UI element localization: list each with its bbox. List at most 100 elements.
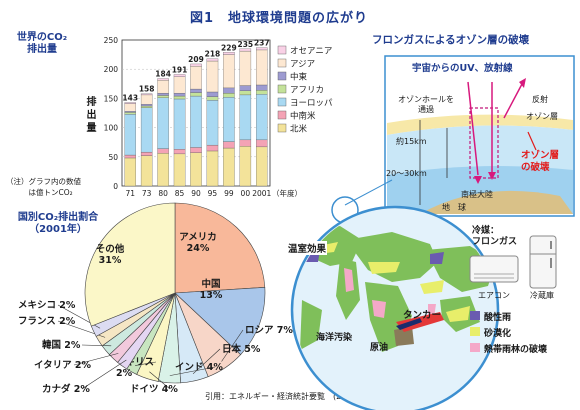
greenhouse-label: 温室効果 [287,241,328,255]
pie-slice [84,202,176,327]
bar-chart-note: （注）グラフ内の数値 は億トンCO₂ [6,177,81,197]
bar-segment [206,58,219,62]
connector-line [344,179,393,206]
y-tick-label: 200 [104,65,119,74]
ozone-section-title: フロンガスによるオゾン層の破壊 [372,34,530,46]
pie-chart-title: 国別CO₂排出割合 （2001年） [17,212,99,235]
bar-segment [223,52,235,55]
legend-rainforest: 熱帯雨林の破壊 [484,345,548,355]
legend-label: オセアニア [290,47,332,57]
bar-segment [239,48,252,52]
pie-slice-label: イタリア 2% [34,359,92,371]
bar-total-label: 235 [238,40,254,49]
legend-swatch [277,58,287,68]
x-tick-label: 71 [125,189,135,198]
destruction-arrow [527,131,537,151]
fridge-label: 冷蔵庫 [530,291,554,300]
legend-swatch [277,97,287,107]
reflect-arrow-head [519,78,526,88]
bar-total-label: 184 [155,70,171,79]
earth-label: 地 球 [442,203,466,212]
x-tick-label: 2001 [252,189,271,198]
pie-leader-line [81,344,112,347]
legend-label: 北米 [290,124,308,135]
bar-chart-title: 世界のCO₂ 排出量 [16,32,68,55]
legend-label: アジア [290,60,315,70]
pie-leader-line [169,366,216,376]
legend-label: アフリカ [290,86,324,96]
aircon-label: エアコン [478,291,510,300]
x-tick-label: 99 [224,189,234,198]
pie-slice-label: ドイツ 4% [130,384,178,395]
legend-label: 中南米 [290,111,316,122]
citation: 引用：エネルギー・経済統計要覧 (2004年版) [205,392,376,401]
sea-pollution-label: 海洋汚染 [316,333,353,343]
pie-leader-line [192,348,221,375]
pie-slice-label: その他 31% [96,243,125,266]
km20-30-label: 20～30km [386,169,427,178]
pie-leader-line [73,353,119,366]
ozone-subtitle: 宇宙からのUV、放射線 [412,63,513,74]
y-tick-label: 0 [113,182,118,191]
pie-slice [174,202,266,294]
pie-slice-label: メキシコ 2% [18,300,76,311]
x-tick-label: 95 [208,189,218,198]
uv-arrow [467,81,479,176]
y-tick-label: 250 [104,36,119,45]
pie-slice-label: インド 4% [175,362,223,373]
pie-slice-label: 中国 13% [200,278,223,301]
legend-acid-rain: 酸性雨 [484,313,512,323]
bar-segment [173,74,186,77]
bar-segment [157,78,169,81]
y-tick-label: 150 [104,94,119,103]
tanker-label: タンカー [403,310,442,321]
pie-leader-line [81,359,127,390]
crude-oil-label: 原油 [370,343,389,353]
x-tick-label: 90 [191,189,201,198]
bar-total-label: 158 [139,85,155,94]
figure-title: 図1 地球環境問題の広がり [190,11,369,26]
pie-slice-label: 韓国 2% [42,339,81,351]
x-tick-label: 80 [158,189,168,198]
bar-segment [124,102,136,104]
bar-total-label: 237 [254,39,270,48]
reflect-arrow [503,83,523,119]
bar-segment [140,93,153,96]
pie-slice-label: アメリカ 24% [179,232,217,254]
ozone-layer-label: オゾン層 [526,112,558,121]
pie-leader-line [149,371,171,390]
bar-total-label: 191 [172,65,188,74]
bar-segment [256,47,268,51]
bar-total-label: 229 [221,43,237,52]
pie-slice [174,287,266,356]
ozone-destruction-label: オゾン層 の破壊 [521,150,560,173]
km15-label: 約15km [396,137,427,146]
uv-arrow-head [488,172,496,180]
pie-leader-line [221,329,244,362]
bar-total-label: 218 [205,50,221,59]
x-axis-unit: （年度） [272,188,302,198]
ozone-hole-marker [469,107,499,179]
antarctica-label: 南極大陸 [461,190,493,199]
antarctica-land [420,190,573,214]
bar-segment [190,63,202,67]
legend-label: 中東 [290,72,308,83]
aircon-icon [469,255,519,283]
legend-swatch [277,71,287,81]
x-tick-label: 85 [175,189,185,198]
pie-slice-label: フランス 2% [18,316,76,327]
legend-swatch-desert [470,327,480,336]
bar-total-label: 143 [122,93,138,102]
y-tick-label: 50 [108,153,118,162]
ozone-hole-label: オゾンホールを 通過 [398,95,454,114]
uv-arrow-head [474,176,482,184]
reflect-label: 反射 [532,95,548,104]
legend-swatch [277,84,287,94]
bar-chart-ylabel: 排出量 [84,96,95,135]
bar-total-label: 209 [188,55,204,64]
ozone-layer-band [387,114,573,135]
legend-swatch-rainforest [470,343,480,352]
